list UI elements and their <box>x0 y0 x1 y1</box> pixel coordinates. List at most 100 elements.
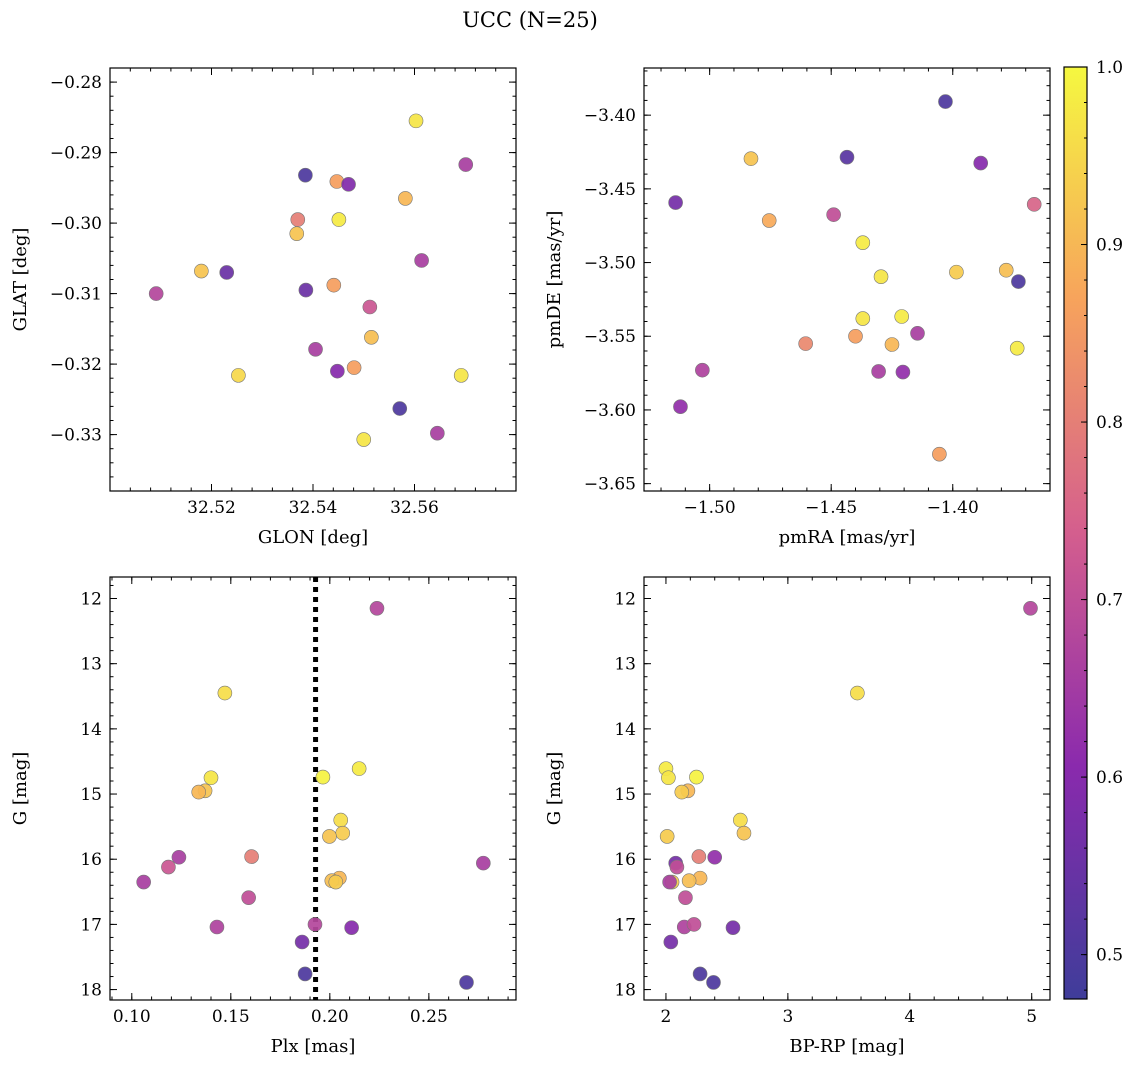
scatter-point <box>661 770 676 786</box>
scatter-point <box>308 341 323 357</box>
y-tick-label: 18 <box>80 981 102 1001</box>
scatter-point <box>681 873 697 889</box>
scatter-point <box>161 859 176 875</box>
scatter-point <box>855 311 871 326</box>
scatter-point <box>297 966 313 982</box>
x-axis-label: GLON [deg] <box>258 527 368 548</box>
y-axis-label: GLAT [deg] <box>10 228 31 332</box>
y-tick-label: 17 <box>614 915 636 935</box>
scatter-point <box>692 966 708 982</box>
scatter-point <box>826 207 841 222</box>
scatter-point <box>706 975 721 990</box>
scatter-point <box>136 874 151 890</box>
colorbar-tick-label: 0.8 <box>1096 413 1123 433</box>
x-tick-label: 32.56 <box>390 498 439 518</box>
scatter-point <box>408 113 424 129</box>
scatter-point <box>322 829 337 844</box>
scatter-point <box>839 149 855 165</box>
panel-cmd: 2 3 4 5 12 13 14 15 16 17 18 BP-RP [mag] G [mag] <box>544 576 1051 1057</box>
scatter-point <box>1026 197 1042 212</box>
panel-plx-g: 0.10 0.15 0.20 0.25 12 13 14 15 16 17 18 Plx [mas] G… <box>10 576 517 1057</box>
scatter-point <box>691 849 707 864</box>
x-axis-label: BP-RP [mag] <box>789 1036 904 1057</box>
scatter-point <box>725 920 741 935</box>
y-axis-label: pmDE [mas/yr] <box>544 211 565 349</box>
scatter-point <box>973 155 989 171</box>
x-tick-label: −1.40 <box>927 498 979 518</box>
scatter-point <box>848 328 863 344</box>
scatter-point <box>364 330 379 345</box>
y-tick-label: −3.45 <box>584 180 636 200</box>
scatter-point <box>351 761 367 776</box>
y-tick-label: 13 <box>80 655 102 675</box>
scatter-point <box>761 213 777 228</box>
scatter-point <box>331 212 347 227</box>
scatter-point <box>932 446 947 462</box>
axes-frame <box>109 576 517 1001</box>
scatter-point <box>369 600 385 616</box>
y-tick-label: 17 <box>80 915 102 935</box>
scatter-point <box>289 226 305 241</box>
scatter-point <box>695 362 710 378</box>
x-tick-label: 0.10 <box>113 1007 151 1027</box>
scatter-point <box>669 859 685 875</box>
scatter-point <box>219 265 235 280</box>
y-tick-label: 12 <box>80 590 102 610</box>
x-tick-label: 32.54 <box>289 498 338 518</box>
scatter-point <box>736 825 752 841</box>
scatter-point <box>459 975 474 990</box>
scatter-point <box>674 784 690 800</box>
scatter-point <box>668 195 683 210</box>
y-axis-label: G [mag] <box>544 752 565 825</box>
y-tick-label: −0.31 <box>50 285 102 305</box>
scatter-point <box>873 269 889 284</box>
y-tick-label: 16 <box>80 850 102 870</box>
scatter-point <box>686 917 702 932</box>
scatter-point <box>191 784 207 800</box>
scatter-point <box>938 94 953 109</box>
scatter-point <box>356 432 372 447</box>
scatter-point <box>458 157 474 172</box>
scatter-point <box>678 890 693 905</box>
scatter-point <box>148 286 164 301</box>
scatter-point <box>307 917 323 932</box>
axes-frame <box>643 576 1051 1001</box>
scatter-point <box>894 309 910 324</box>
x-tick-label: 0.15 <box>212 1007 250 1027</box>
scatter-point <box>398 191 413 206</box>
scatter-point <box>1009 340 1025 356</box>
y-tick-label: 14 <box>614 720 636 740</box>
scatter-point <box>315 769 331 785</box>
scatter-point <box>335 825 351 841</box>
scatter-point <box>895 364 911 380</box>
x-tick-label: 4 <box>904 1007 915 1027</box>
scatter-point <box>341 177 356 192</box>
y-tick-label: 15 <box>80 785 102 805</box>
scatter-point <box>871 364 886 379</box>
panel-pm: −1.50 −1.45 −1.40 −3.40 −3.45 −3.50 −3.55 −3.60… <box>544 67 1051 548</box>
y-tick-label: 15 <box>614 785 636 805</box>
scatter-point <box>333 812 349 828</box>
y-tick-label: −3.50 <box>584 254 636 274</box>
y-tick-label: −3.65 <box>584 475 636 495</box>
colorbar-gradient <box>1063 66 1088 1000</box>
scatter-point <box>217 685 233 701</box>
x-tick-label: 3 <box>782 1007 793 1027</box>
colorbar: 0.5 0.6 0.7 0.8 0.9 1.0 <box>1063 58 1123 1000</box>
axes-frame <box>643 67 1051 492</box>
y-tick-label: −0.29 <box>50 144 102 164</box>
y-tick-label: −0.30 <box>50 214 102 234</box>
scatter-point <box>298 282 314 298</box>
scatter-point <box>290 212 306 227</box>
y-tick-label: 18 <box>614 981 636 1001</box>
scatter-point <box>362 299 378 315</box>
scatter-point <box>662 874 677 890</box>
y-tick-label: −0.33 <box>50 426 102 446</box>
colorbar-tick-label: 0.9 <box>1096 236 1123 256</box>
y-tick-label: −0.28 <box>50 73 102 93</box>
scatter-point <box>798 336 813 351</box>
scatter-point <box>949 264 964 280</box>
scatter-point <box>659 829 675 844</box>
figure-title: UCC (N=25) <box>462 8 598 32</box>
